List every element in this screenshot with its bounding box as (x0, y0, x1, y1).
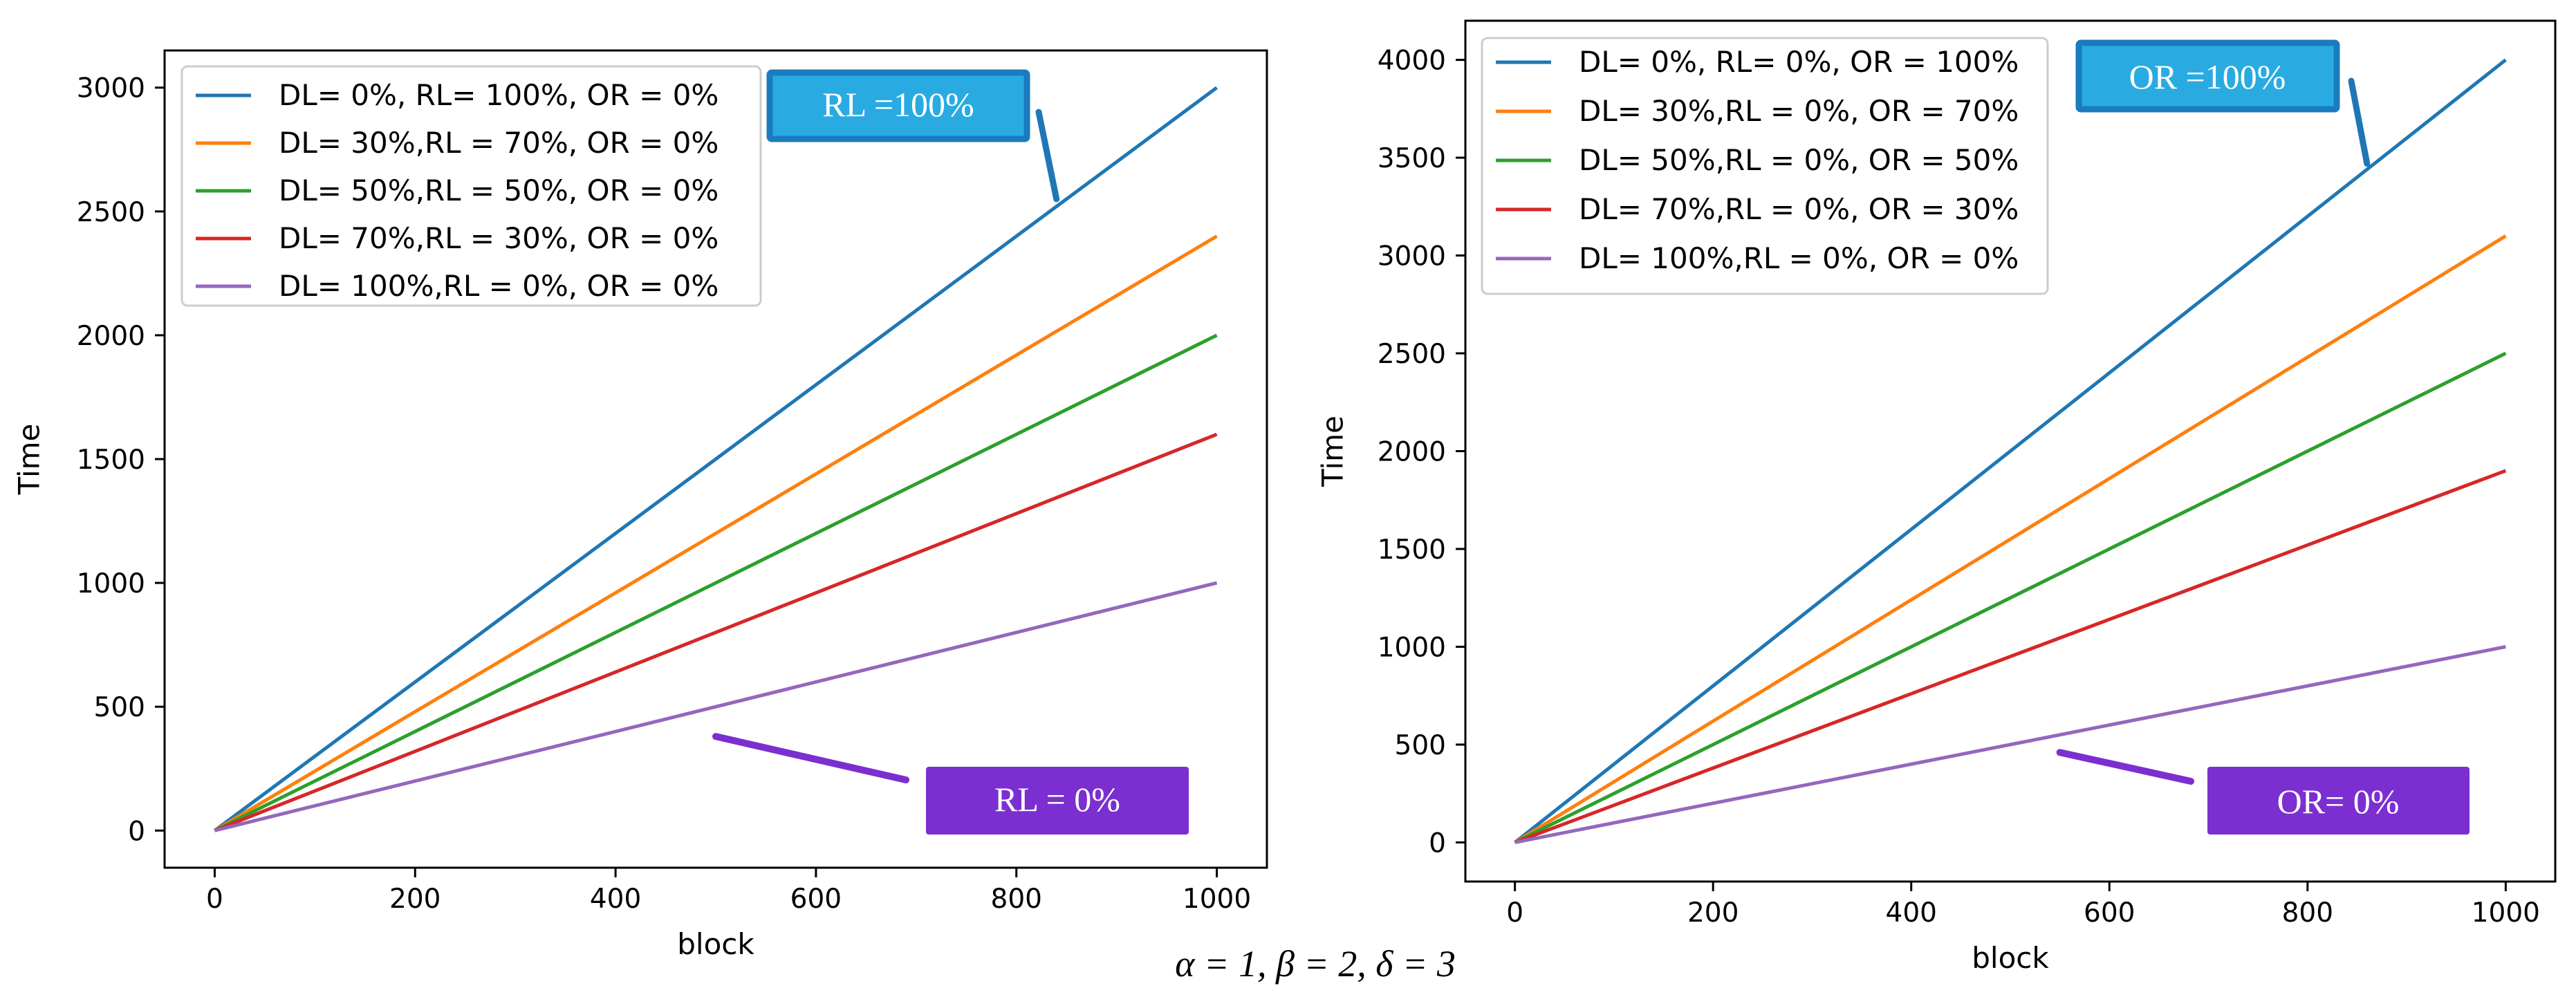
x-tick-label: 400 (1886, 897, 1937, 929)
x-tick-label: 800 (991, 884, 1042, 915)
y-tick-label: 2000 (1378, 437, 1446, 468)
series-line-5 (214, 581, 1218, 832)
y-tick-label: 0 (1429, 828, 1446, 859)
series-line-1 (1514, 58, 2507, 844)
x-tick-label: 800 (2282, 897, 2333, 929)
y-tick-label: 1000 (77, 568, 145, 599)
series-line-4 (214, 432, 1218, 832)
y-tick-label: 3500 (1378, 143, 1446, 174)
series-line-5 (1514, 645, 2506, 844)
legend-box (1481, 37, 2049, 295)
x-tick-label: 1000 (1183, 884, 1251, 915)
legend-label-4: DL= 70%,RL = 30%, OR = 0% (279, 221, 719, 255)
x-axis-label: block (677, 927, 754, 961)
y-tick-label: 3000 (1378, 241, 1446, 272)
annotation-pointer-2 (2056, 749, 2194, 785)
chart-left: 0 200 400 600 800 1000 0 500 1000 1500 2000 2500 300… (12, 49, 1268, 961)
y-tick-label: 500 (1395, 730, 1446, 761)
legend-label-4: DL= 70%,RL = 0%, OR = 30% (1579, 192, 2019, 226)
legend-label-5: DL= 100%,RL = 0%, OR = 0% (1579, 241, 2019, 275)
annotation-box-1 (766, 69, 1030, 142)
x-axis-label: block (1972, 941, 2049, 975)
y-tick-label: 2500 (77, 197, 145, 228)
series-line-3 (214, 333, 1218, 832)
x-tick-label: 1000 (2472, 897, 2540, 929)
y-tick-label: 3000 (77, 73, 145, 104)
legend-label-2: DL= 30%,RL = 70%, OR = 0% (279, 126, 719, 160)
series-line-3 (1514, 351, 2507, 844)
y-tick-label: 0 (128, 816, 145, 847)
series-line-4 (1514, 469, 2507, 844)
legend-label-3: DL= 50%,RL = 0%, OR = 50% (1579, 143, 2019, 177)
y-tick-label: 500 (94, 692, 145, 723)
y-axis-label: Time (1316, 416, 1350, 487)
y-tick-label: 1500 (77, 445, 145, 476)
annotation-label-2: OR= 0% (2277, 782, 2400, 821)
series-line-2 (214, 234, 1218, 832)
chart-right: 0 200 400 600 800 1000 0 500 1000 1500 2000 2500 300… (1316, 19, 2557, 975)
legend-label-1: DL= 0%, RL= 0%, OR = 100% (1579, 45, 2019, 79)
y-tick-label: 4000 (1378, 46, 1446, 77)
annotation-pointer-1 (1035, 109, 1060, 203)
annotation-box-2 (2207, 767, 2470, 835)
x-tick-label: 400 (590, 884, 641, 915)
legend-label-5: DL= 100%,RL = 0%, OR = 0% (279, 269, 719, 303)
annotation-pointer-1 (2348, 77, 2371, 167)
y-tick-label: 1500 (1378, 534, 1446, 566)
annotation-label-1: RL =100% (822, 85, 974, 124)
x-tick-label: 0 (206, 884, 223, 915)
x-tick-label: 600 (790, 884, 842, 915)
annotation-box-2 (926, 767, 1189, 835)
legend-box (180, 65, 762, 307)
annotation-label-2: RL = 0% (994, 780, 1120, 819)
x-tick-label: 200 (389, 884, 441, 915)
x-tick-label: 600 (2084, 897, 2135, 929)
series-line-2 (1514, 234, 2507, 844)
x-tick-label: 0 (1506, 897, 1523, 929)
legend-label-3: DL= 50%,RL = 50%, OR = 0% (279, 174, 719, 207)
legend-label-1: DL= 0%, RL= 100%, OR = 0% (279, 78, 719, 112)
x-tick-label: 200 (1687, 897, 1739, 929)
annotation-pointer-2 (712, 733, 909, 783)
series-line-1 (213, 86, 1218, 832)
figure-caption: α = 1, β = 2, δ = 3 (1175, 943, 1456, 985)
annotation-label-1: OR =100% (2129, 57, 2286, 96)
annotation-box-1 (2075, 39, 2340, 113)
y-tick-label: 2000 (77, 321, 145, 352)
y-tick-label: 1000 (1378, 632, 1446, 663)
y-tick-label: 2500 (1378, 339, 1446, 370)
y-axis-label: Time (12, 424, 46, 496)
legend-label-2: DL= 30%,RL = 0%, OR = 70% (1579, 94, 2019, 128)
